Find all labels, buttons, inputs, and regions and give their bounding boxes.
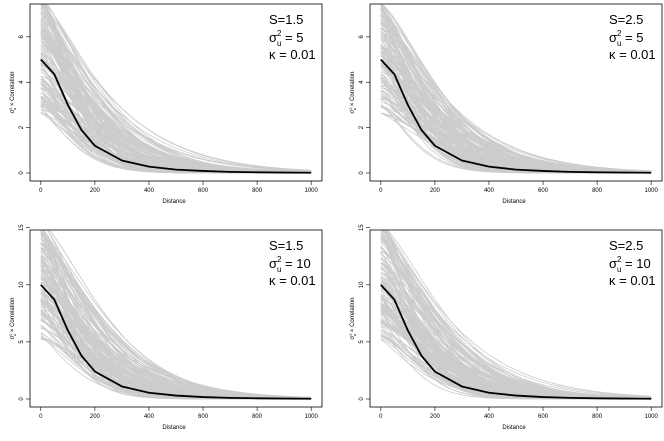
param-kappa: κ = 0.01	[609, 47, 656, 62]
param-kappa: κ = 0.01	[269, 273, 316, 288]
x-tick-label: 1000	[645, 188, 659, 194]
grey-curve	[40, 296, 312, 398]
x-axis-title: Distance	[502, 199, 526, 205]
x-tick-label: 800	[252, 414, 263, 420]
y-tick-label: 2	[19, 125, 25, 129]
mean-curve	[40, 284, 312, 400]
grey-curve	[40, 241, 312, 399]
y-tick-label: 4	[19, 80, 25, 84]
panel-4: 0 200 400 600 800 1000 0 5 10 15 Distance σ2u × Cor…	[348, 224, 663, 431]
y-axis-title: σ2u × Correlation	[8, 72, 17, 114]
y-tick-label: 15	[19, 224, 25, 231]
x-tick-label: 800	[252, 188, 263, 194]
plot-frame	[29, 3, 323, 182]
param-s: S=1.5	[269, 238, 303, 253]
x-tick-label: 0	[39, 414, 43, 420]
grey-curve	[40, 242, 312, 399]
grey-curve	[380, 263, 652, 398]
x-axis-title: Distance	[162, 199, 186, 205]
grey-curve	[380, 232, 652, 398]
param-s: S=2.5	[609, 238, 643, 253]
plot-frame	[29, 229, 323, 408]
grey-curve	[380, 316, 652, 399]
panel-2: 0 200 400 600 800 1000 0 2 4 6 Distance σ2u × Corre…	[348, 3, 663, 205]
x-axis-title: Distance	[502, 425, 526, 431]
y-tick-label: 15	[359, 224, 365, 231]
y-axis-title: σ2u × Correlation	[8, 298, 17, 340]
param-s: S=2.5	[609, 12, 643, 27]
y-tick-label: 10	[19, 281, 25, 288]
mean-curve	[380, 284, 652, 400]
x-tick-label: 200	[430, 188, 441, 194]
grey-curve	[386, 230, 652, 397]
x-tick-label: 200	[90, 188, 101, 194]
plot-frame	[369, 3, 663, 182]
y-tick-label: 6	[359, 35, 365, 39]
grey-curve	[380, 60, 652, 173]
x-tick-label: 400	[484, 188, 495, 194]
mean-curve	[380, 58, 652, 174]
x-tick-label: 1000	[645, 414, 659, 420]
y-tick-label: 4	[359, 80, 365, 84]
grey-curve	[40, 32, 312, 172]
y-tick-label: 5	[19, 340, 25, 344]
x-tick-label: 600	[538, 188, 549, 194]
x-tick-label: 200	[90, 414, 101, 420]
x-tick-label: 600	[538, 414, 549, 420]
param-kappa: κ = 0.01	[609, 273, 656, 288]
x-tick-label: 800	[592, 414, 603, 420]
x-tick-label: 0	[379, 188, 383, 194]
x-tick-label: 1000	[305, 414, 319, 420]
param-sigma: σ2 u = 5	[269, 29, 303, 48]
x-tick-label: 400	[484, 414, 495, 420]
mean-curve	[40, 58, 312, 174]
x-tick-label: 400	[144, 414, 155, 420]
plot-frame	[369, 229, 663, 408]
y-tick-label: 0	[19, 171, 25, 175]
param-sigma: σ2 u = 10	[609, 255, 651, 274]
param-sigma: σ2 u = 10	[269, 255, 311, 274]
x-tick-label: 0	[39, 188, 43, 194]
y-tick-label: 0	[359, 397, 365, 401]
grey-curve	[41, 4, 312, 171]
x-tick-label: 400	[144, 188, 155, 194]
x-tick-label: 200	[430, 414, 441, 420]
y-tick-label: 2	[359, 125, 365, 129]
grey-curve	[40, 83, 312, 173]
grey-curve	[380, 5, 652, 173]
grey-curve	[380, 30, 652, 172]
y-axis-title: σ2u × Correlation	[348, 298, 357, 340]
x-tick-label: 0	[379, 414, 383, 420]
y-tick-label: 5	[359, 340, 365, 344]
x-tick-label: 600	[198, 188, 209, 194]
grey-curve	[380, 246, 652, 398]
param-s: S=1.5	[269, 12, 303, 27]
param-kappa: κ = 0.01	[269, 47, 316, 62]
y-tick-label: 0	[19, 397, 25, 401]
y-tick-label: 6	[19, 35, 25, 39]
y-tick-label: 10	[359, 281, 365, 288]
x-tick-label: 800	[592, 188, 603, 194]
x-axis-title: Distance	[162, 425, 186, 431]
param-sigma: σ2 u = 5	[609, 29, 643, 48]
grey-curve	[40, 25, 312, 173]
y-axis-title: σ2u × Correlation	[348, 72, 357, 114]
x-tick-label: 1000	[305, 188, 319, 194]
y-tick-label: 0	[359, 171, 365, 175]
panel-3: 0 200 400 600 800 1000 0 5 10 15 Distance σ2u × Cor…	[8, 224, 323, 431]
x-tick-label: 600	[198, 414, 209, 420]
panel-1: 0 200 400 600 800 1000 0 2 4 6 Distance σ2u × Corre…	[8, 3, 323, 205]
